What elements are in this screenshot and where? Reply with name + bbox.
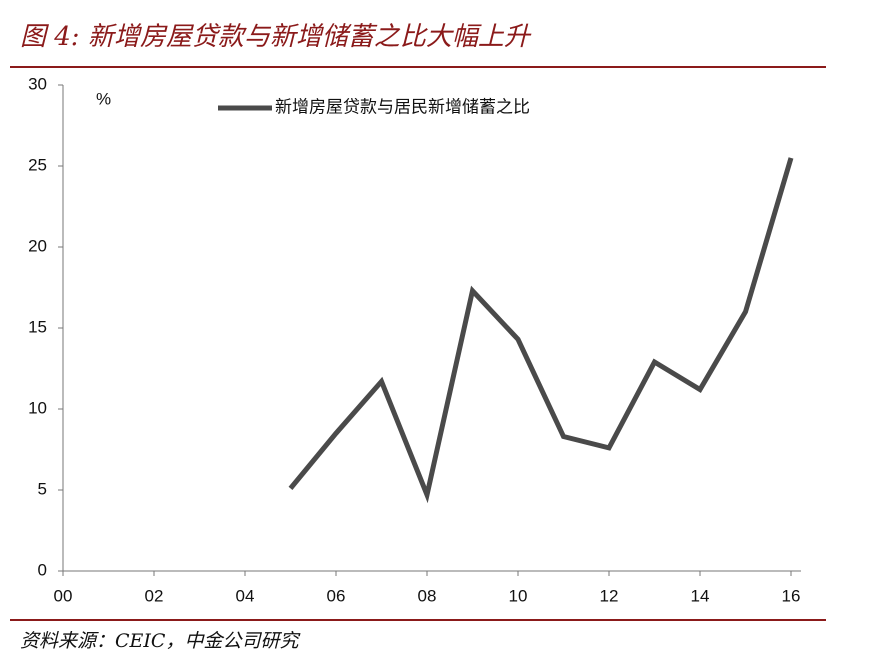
x-tick-label: 06 — [327, 586, 346, 605]
y-tick-label: 0 — [38, 560, 47, 579]
x-tick-label: 08 — [418, 586, 437, 605]
y-tick-label: 5 — [38, 479, 47, 498]
x-tick-label: 10 — [509, 586, 528, 605]
y-tick-label: 25 — [28, 155, 47, 174]
source-note: 资料来源：CEIC，中金公司研究 — [20, 630, 301, 652]
x-tick-label: 04 — [236, 586, 255, 605]
x-tick-label: 14 — [691, 586, 710, 605]
y-tick-label: 30 — [28, 74, 47, 93]
y-tick-label: 15 — [28, 317, 47, 336]
x-tick-label: 00 — [54, 586, 73, 605]
y-unit: % — [96, 89, 111, 108]
data-line — [288, 157, 794, 504]
x-tick-label: 02 — [145, 586, 164, 605]
x-tick-label: 12 — [600, 586, 619, 605]
y-tick-label: 20 — [28, 236, 47, 255]
x-tick-label: 16 — [782, 586, 801, 605]
legend-label: 新增房屋贷款与居民新增储蓄之比 — [275, 97, 530, 116]
y-tick-label: 10 — [28, 398, 47, 417]
chart-title: 图 4: 新增房屋贷款与新增储蓄之比大幅上升 — [20, 22, 532, 52]
